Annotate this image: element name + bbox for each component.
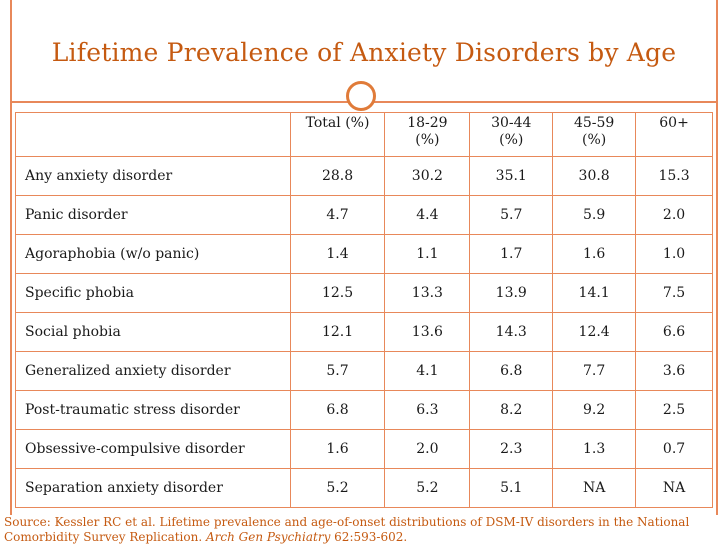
header-unit: (%) [582,132,607,148]
value-cell: 5.7 [289,351,386,391]
header-cell-total: Total (%) [289,112,386,157]
row-label: Specific phobia [15,273,291,313]
source-citation: Source: Kessler RC et al. Lifetime preva… [0,515,728,546]
header-cell-45-59: 45-59 (%) [552,112,637,157]
value-cell: 1.0 [635,234,713,274]
header-label: Total (%) [305,115,370,131]
value-cell: 30.2 [384,156,471,196]
header-label: 18-29 [407,115,448,131]
header-unit: (%) [415,132,440,148]
value-cell: 5.2 [289,468,386,508]
table-row: Post-traumatic stress disorder 6.8 6.3 8.2 9… [15,390,713,430]
value-cell: 1.7 [469,234,554,274]
table-row: Panic disorder 4.7 4.4 5.7 5.9 2.0 [15,195,713,235]
value-cell: 1.4 [289,234,386,274]
row-label: Separation anxiety disorder [15,468,291,508]
value-cell: 2.0 [384,429,471,469]
header-label: 60+ [659,115,689,131]
table-row: Specific phobia 12.5 13.3 13.9 14.1 7.5 [15,273,713,313]
value-cell: 6.8 [469,351,554,391]
row-label: Social phobia [15,312,291,352]
table-row: Obsessive-compulsive disorder 1.6 2.0 2.3 1.… [15,429,713,469]
value-cell: 1.6 [289,429,386,469]
value-cell: 4.1 [384,351,471,391]
value-cell: 12.4 [552,312,637,352]
value-cell: 6.6 [635,312,713,352]
slide-frame-right [716,0,718,515]
value-cell: 7.7 [552,351,637,391]
value-cell: 3.6 [635,351,713,391]
header-unit: (%) [499,132,524,148]
value-cell: 2.5 [635,390,713,430]
value-cell: 12.1 [289,312,386,352]
value-cell: 5.9 [552,195,637,235]
value-cell: 4.4 [384,195,471,235]
value-cell: 2.0 [635,195,713,235]
value-cell: 28.8 [289,156,386,196]
value-cell: 1.3 [552,429,637,469]
value-cell: 9.2 [552,390,637,430]
row-label: Panic disorder [15,195,291,235]
value-cell: 15.3 [635,156,713,196]
value-cell: 7.5 [635,273,713,313]
value-cell: 30.8 [552,156,637,196]
table-row: Any anxiety disorder 28.8 30.2 35.1 30.8 15.3 [15,156,713,196]
value-cell: 6.3 [384,390,471,430]
value-cell: 1.6 [552,234,637,274]
table-header-row: Total (%) 18-29 (%) 30-44 (%) 45-59 (%) 60+ [15,112,713,157]
row-label: Post-traumatic stress disorder [15,390,291,430]
value-cell: 35.1 [469,156,554,196]
source-text: Source: Kessler RC et al. Lifetime preva… [4,515,690,544]
value-cell: 13.3 [384,273,471,313]
header-cell-18-29: 18-29 (%) [384,112,471,157]
row-label: Any anxiety disorder [15,156,291,196]
value-cell: 8.2 [469,390,554,430]
header-cell-30-44: 30-44 (%) [469,112,554,157]
table-row: Social phobia 12.1 13.6 14.3 12.4 6.6 [15,312,713,352]
value-cell: 0.7 [635,429,713,469]
value-cell: 6.8 [289,390,386,430]
value-cell: 14.1 [552,273,637,313]
value-cell: 5.2 [384,468,471,508]
header-cell-blank [15,112,291,157]
row-label: Agoraphobia (w/o panic) [15,234,291,274]
circle-ornament-icon [346,81,376,111]
value-cell: 13.6 [384,312,471,352]
table-row: Agoraphobia (w/o panic) 1.4 1.1 1.7 1.6 1.0 [15,234,713,274]
table-row: Separation anxiety disorder 5.2 5.2 5.1 NA NA [15,468,713,508]
value-cell: 14.3 [469,312,554,352]
prevalence-table: Total (%) 18-29 (%) 30-44 (%) 45-59 (%) 60+… [15,112,713,508]
slide-frame-left [10,0,12,515]
row-label: Obsessive-compulsive disorder [15,429,291,469]
header-label: 45-59 [573,115,615,131]
value-cell: 2.3 [469,429,554,469]
source-pages: 62:593-602. [330,530,408,544]
value-cell: 5.7 [469,195,554,235]
value-cell: 5.1 [469,468,554,508]
header-label: 30-44 [491,115,532,131]
value-cell: 13.9 [469,273,554,313]
source-journal: Arch Gen Psychiatry [205,530,331,544]
value-cell: NA [635,468,713,508]
value-cell: 4.7 [289,195,386,235]
slide-title: Lifetime Prevalence of Anxiety Disorders… [51,38,677,67]
value-cell: 1.1 [384,234,471,274]
header-cell-60-plus: 60+ [635,112,713,157]
table-row: Generalized anxiety disorder 5.7 4.1 6.8 7.7… [15,351,713,391]
value-cell: 12.5 [289,273,386,313]
value-cell: NA [552,468,637,508]
row-label: Generalized anxiety disorder [15,351,291,391]
